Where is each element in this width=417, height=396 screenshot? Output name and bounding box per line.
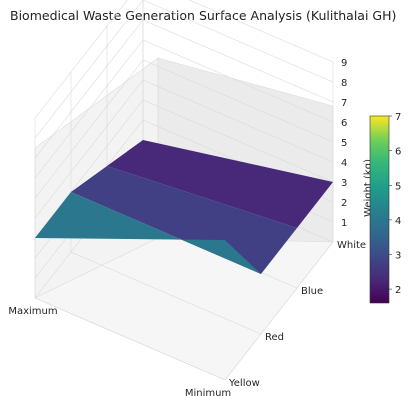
z-tick-label: 1 <box>341 218 347 229</box>
z-tick-label: 6 <box>341 118 347 129</box>
z-tick-label: 8 <box>341 78 347 89</box>
z-tick-label: 4 <box>341 158 347 169</box>
colorbar-tick-label: 2 <box>395 285 401 296</box>
colorbar-gradient <box>369 115 390 304</box>
y-grid-line <box>70 72 262 335</box>
colorbar-tick-label: 3 <box>395 251 401 262</box>
surface-patch <box>35 192 261 274</box>
surface-patch <box>71 166 297 274</box>
x-axis-ticks: Minimum Maximum <box>8 306 231 396</box>
y-tick-label: Yellow <box>228 378 260 389</box>
colorbar: 2 3 4 5 6 7 <box>369 112 401 304</box>
z-tick-label: 2 <box>341 198 347 209</box>
surface <box>35 140 333 274</box>
colorbar-tick-label: 6 <box>395 147 401 158</box>
y-grid-line <box>34 118 226 381</box>
z-axis-label: Weight (kg) <box>363 159 374 217</box>
y-tick-label: White <box>337 240 366 251</box>
grid-lines <box>34 0 334 381</box>
x-tick-label: Maximum <box>8 306 57 317</box>
colorbar-tick-label: 7 <box>395 112 401 123</box>
colorbar-tick-label: 5 <box>395 181 401 192</box>
y-axis-ticks: Yellow Red Blue White <box>228 240 366 389</box>
z-tick-label: 5 <box>341 138 347 149</box>
y-tick-label: Red <box>265 332 284 343</box>
z-axis-ticks: 1 2 3 4 5 6 7 8 9 <box>341 58 347 229</box>
x-tick-label: Minimum <box>185 388 231 396</box>
z-tick-label: 9 <box>341 58 347 69</box>
colorbar-ticks: 2 3 4 5 6 7 <box>389 112 401 296</box>
z-tick-label: 7 <box>341 98 347 109</box>
y-tick-label: Blue <box>301 286 323 297</box>
chart-title: Biomedical Waste Generation Surface Anal… <box>10 8 397 23</box>
colorbar-tick-label: 4 <box>395 216 401 227</box>
surface-patch <box>107 140 333 228</box>
z-tick-label: 3 <box>341 178 347 189</box>
